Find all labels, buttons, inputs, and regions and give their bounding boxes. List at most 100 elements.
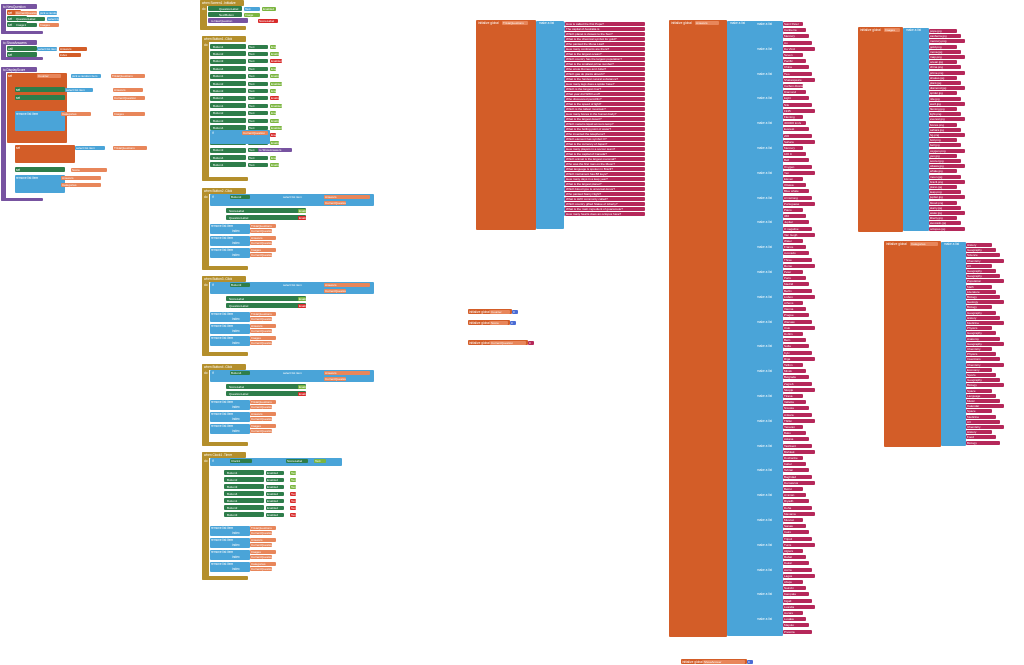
category-item[interactable]: Physics: [966, 326, 992, 331]
answer-item[interactable]: Valletta: [783, 400, 806, 405]
answer-item[interactable]: 366: [783, 214, 806, 219]
button2-click-remove[interactable]: [210, 248, 250, 258]
button3-click-remove[interactable]: [210, 312, 250, 322]
answer-item[interactable]: Sahara: [783, 139, 815, 144]
category-item[interactable]: Geography: [966, 269, 996, 273]
image-item[interactable]: piano.jpg: [929, 185, 957, 189]
button1-click-row-comp[interactable]: Button4: [212, 155, 232, 160]
trivia-questions-list-item[interactable]: Who invented the telephone?: [565, 132, 645, 136]
answer-item[interactable]: Berlin: [783, 288, 812, 293]
answer-item[interactable]: Tirana: [783, 394, 803, 398]
answer-item[interactable]: Kampala: [783, 592, 809, 597]
clock-timer-row-val[interactable]: Text: [290, 470, 296, 475]
button2-click-remove-idx[interactable]: CurrentQuestion: [250, 253, 272, 257]
button1-click-row-comp[interactable]: Button1: [212, 44, 232, 49]
answer-item[interactable]: Baghdad: [783, 474, 812, 479]
answer-item[interactable]: Bishkek: [783, 449, 815, 454]
button1-click-row-val[interactable]: Enabled: [270, 140, 279, 145]
category-item[interactable]: Biology: [966, 295, 1000, 299]
trivia-questions-list-item[interactable]: What is the largest ocean?: [565, 52, 645, 56]
image-item[interactable]: brazil.png: [929, 179, 965, 184]
button1-click-row-comp[interactable]: Button4: [212, 125, 232, 130]
display-score-value-pill[interactable]: Score: [71, 167, 107, 172]
new-question-frame[interactable]: [1, 4, 6, 34]
answer-item[interactable]: Mercury: [783, 34, 809, 39]
category-item[interactable]: Biology: [966, 305, 992, 310]
category-item[interactable]: Chemistry: [966, 362, 1004, 367]
button4-click-remove-list[interactable]: Images: [250, 424, 276, 428]
screen-initialize-prop[interactable]: QuestionLabel: [218, 6, 240, 11]
clock-timer-row-val[interactable]: Text: [290, 484, 296, 489]
button1-click-row-val[interactable]: Enabled: [270, 162, 279, 167]
trivia-questions-list-item[interactable]: Which gas do plants absorb?: [565, 72, 645, 76]
category-item[interactable]: Calendar: [966, 404, 1004, 409]
show-answers-value-pill[interactable]: select list item: [37, 46, 57, 51]
answer-item[interactable]: Paris: [783, 276, 806, 281]
trivia-questions-list-item[interactable]: What is the largest planet?: [565, 182, 645, 186]
category-item[interactable]: Geography: [966, 248, 996, 253]
screen-initialize-prop2[interactable]: NextButton: [218, 12, 240, 17]
new-question-value-pill[interactable]: select list item: [47, 16, 59, 21]
answer-item[interactable]: Zagreb: [783, 381, 812, 386]
clock-timer-if-c[interactable]: Text: [314, 459, 326, 463]
button1-click-row-val[interactable]: Enabled: [270, 74, 279, 79]
new-question-value-pill[interactable]: Images: [39, 22, 59, 27]
answer-item[interactable]: Van Gogh: [783, 232, 815, 237]
button3-click-then-val[interactable]: Enabled: [298, 296, 306, 301]
answer-item[interactable]: Diamond: [783, 90, 806, 95]
display-score-value-pill[interactable]: select list item: [75, 145, 105, 150]
image-item[interactable]: avocado.jpg: [929, 221, 961, 226]
clock-timer-remove-list[interactable]: Images: [250, 550, 276, 554]
display-score-value-pill[interactable]: Categories: [61, 111, 91, 116]
answer-item[interactable]: Ankara: [783, 412, 812, 417]
trivia-questions-list-item[interactable]: How many continents are there?: [565, 47, 645, 51]
category-item[interactable]: Geography: [966, 331, 996, 336]
button4-click-frame[interactable]: [202, 364, 209, 446]
trivia-questions-list-item[interactable]: How many bones in the human body?: [565, 112, 645, 116]
score-body[interactable]: [468, 320, 510, 325]
button1-click-row-comp[interactable]: Button3: [212, 148, 232, 153]
show-answers-value-pill[interactable]: index: [59, 52, 81, 57]
answer-item[interactable]: Tbilisi: [783, 418, 815, 423]
new-question-value-pill[interactable]: pick a random item: [39, 10, 57, 15]
display-score-value-pill[interactable]: CurrentQuestion: [113, 95, 145, 100]
trivia-questions-list-item[interactable]: What year did WWII end?: [565, 92, 645, 96]
answers-var-body[interactable]: [669, 20, 727, 637]
answer-item[interactable]: Warsaw: [783, 319, 812, 324]
trivia-questions-list-item[interactable]: What is the hardest natural substance?: [565, 77, 645, 81]
button4-click-then-prop[interactable]: ScoreLabel: [228, 384, 256, 389]
answer-item[interactable]: China: [783, 65, 809, 70]
trivia-questions-var-body[interactable]: [476, 20, 536, 230]
screen-initialize-v3[interactable]: Image: [244, 12, 260, 17]
image-item[interactable]: ww2.jpg: [929, 101, 965, 106]
answer-item[interactable]: Everest: [783, 127, 809, 132]
trivia-questions-list-item[interactable]: What is the smallest prime number?: [565, 62, 645, 66]
image-item[interactable]: prime.png: [929, 70, 965, 75]
trivia-questions-list-item[interactable]: What is the largest desert?: [565, 117, 645, 121]
trivia-questions-list-item[interactable]: What is H2O commonly called?: [565, 197, 645, 201]
trivia-questions-list-item[interactable]: Which instrument has 88 keys?: [565, 172, 645, 176]
answer-item[interactable]: Saint Peter: [783, 22, 803, 26]
answer-item[interactable]: Oxygen: [783, 164, 812, 169]
button1-click-row-val[interactable]: Enabled: [270, 103, 282, 108]
button1-click-row-val[interactable]: Enabled: [270, 133, 276, 138]
button2-click-else-val[interactable]: Enabled: [298, 215, 306, 220]
button2-click-sel-idx[interactable]: CurrentQuestion: [324, 201, 346, 205]
button1-click-row-prop[interactable]: Text: [248, 125, 268, 130]
image-item[interactable]: blood.png: [929, 200, 957, 205]
button2-click-remove-idx[interactable]: CurrentQuestion: [250, 229, 272, 233]
button1-click-row-comp[interactable]: Button1: [212, 103, 232, 108]
trivia-questions-list-item[interactable]: Which metal is liquid at room temp?: [565, 122, 645, 126]
clock-timer-remove-idx[interactable]: CurrentQuestion: [250, 555, 272, 559]
display-score-value-pill[interactable]: Answers: [113, 87, 143, 92]
clock-timer-row-comp[interactable]: Button4: [226, 491, 248, 496]
button1-click-row-prop[interactable]: Text: [248, 44, 268, 49]
image-item[interactable]: plant.jpg: [929, 81, 961, 85]
trivia-questions-list-item[interactable]: What is the capital of Canada?: [565, 152, 645, 156]
category-item[interactable]: Sports: [966, 373, 996, 377]
screen-initialize-v2[interactable]: Enabled: [262, 6, 276, 11]
screen-initialize-flag[interactable]: ScoreLabel: [258, 18, 278, 23]
button2-click-sel-list[interactable]: Answers: [324, 195, 370, 199]
button1-click-row-val[interactable]: Enabled: [270, 44, 276, 49]
screen-initialize-block[interactable]: when Screen1 .Initialize do QuestionLabel T…: [200, 0, 290, 30]
